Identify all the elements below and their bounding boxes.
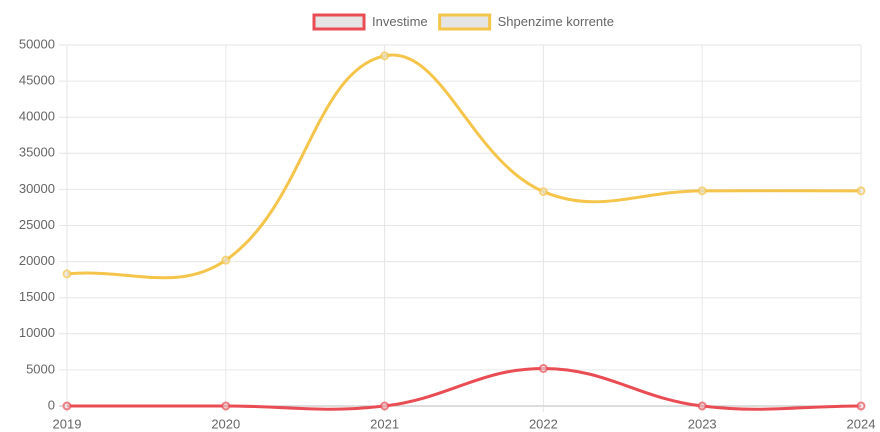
y-tick-label: 45000 [19,73,55,88]
y-tick-label: 25000 [19,217,55,232]
series-line [66,53,862,280]
data-point [697,401,707,411]
data-point [697,186,707,196]
series-line [67,366,862,411]
y-tick-label: 0 [48,397,55,412]
x-tick-label: 2023 [688,416,717,431]
legend-swatch [312,13,366,31]
y-tick-label: 15000 [19,289,55,304]
y-tick-label: 40000 [19,109,55,124]
x-tick-label: 2020 [211,416,240,431]
x-tick-label: 2024 [847,416,876,431]
data-point [380,51,390,61]
data-point [856,401,866,411]
data-point [62,401,72,411]
data-point [856,186,866,196]
data-point [221,255,231,265]
data-point [221,401,231,411]
x-tick-label: 2019 [53,416,82,431]
y-tick-label: 50000 [19,36,55,51]
y-tick-label: 20000 [19,253,55,268]
legend: Investime Shpenzime korrente [312,13,614,31]
y-tick-label: 30000 [19,181,55,196]
data-point [62,269,72,279]
data-point [538,187,548,197]
y-tick-label: 35000 [19,145,55,160]
legend-label: Investime [372,14,428,29]
x-tick-label: 2022 [529,416,558,431]
legend-label: Shpenzime korrente [498,14,614,29]
legend-swatch [438,13,492,31]
data-point [538,363,548,373]
y-tick-label: 5000 [26,361,55,376]
data-point [380,401,390,411]
y-tick-label: 10000 [19,325,55,340]
x-tick-label: 2021 [370,416,399,431]
